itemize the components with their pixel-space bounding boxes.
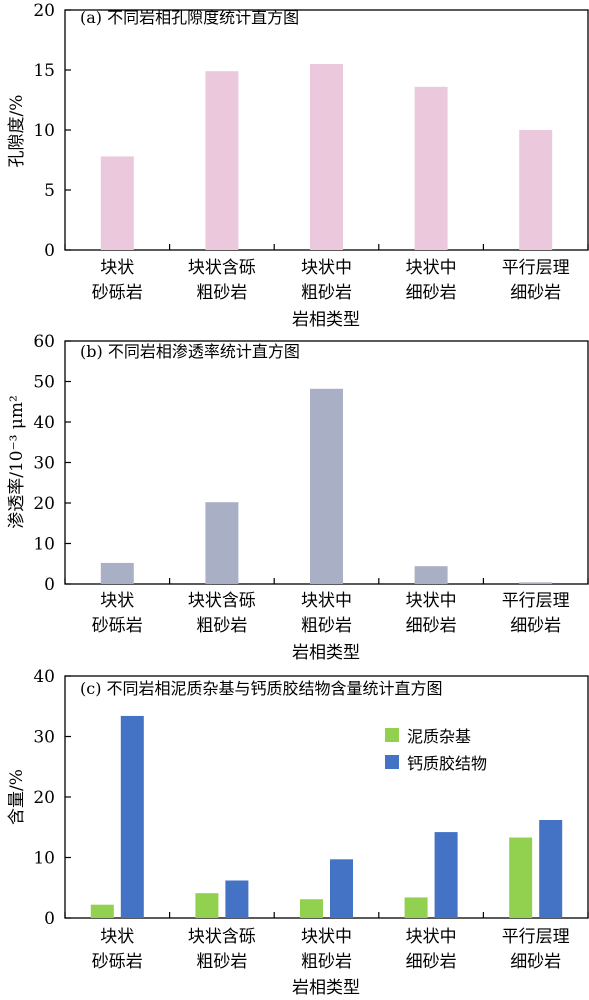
panel-b-bar bbox=[310, 388, 343, 584]
panel-c-bar-series1 bbox=[90, 904, 114, 918]
panel-c-category-label-line1: 平行层理 bbox=[502, 927, 570, 947]
panel-b-category-label-line1: 块状 bbox=[100, 591, 134, 611]
panel-b-ytick-label: 10 bbox=[33, 535, 55, 555]
panel-c-category-label-line2: 细砂岩 bbox=[510, 952, 561, 972]
panel-b-category-label-line2: 砂砾岩 bbox=[92, 616, 143, 636]
panel-c-ylabel: 含量/% bbox=[7, 769, 27, 825]
panel-c-xlabel: 岩相类型 bbox=[292, 978, 360, 998]
panel-c-category-label-line1: 块状中 bbox=[301, 927, 352, 947]
panel-a-ytick-label: 15 bbox=[33, 61, 55, 81]
panel-b-bar bbox=[100, 562, 134, 584]
panel-b-ylabel: 渗透率/10⁻³ μm² bbox=[7, 395, 27, 529]
panel-c-category-label-line1: 块状中 bbox=[406, 927, 457, 947]
panel-b-ytick-label: 30 bbox=[33, 454, 55, 474]
legend-label-1: 泥质杂基 bbox=[407, 727, 471, 746]
panel-c-bar-series1 bbox=[509, 837, 533, 918]
panel-a-title: (a) 不同岩相孔隙度统计直方图 bbox=[80, 8, 299, 27]
panel-c-category-label-line2: 细砂岩 bbox=[406, 952, 457, 972]
panel-a-bar bbox=[414, 86, 448, 250]
panel-b-xlabel: 岩相类型 bbox=[292, 643, 360, 663]
panel-b-ytick-label: 20 bbox=[33, 494, 55, 514]
panel-a-category-label-line2: 细砂岩 bbox=[406, 283, 457, 303]
panel-a-bar bbox=[205, 71, 239, 250]
panel-b-ytick-label: 50 bbox=[33, 373, 55, 393]
panel-c-ytick-label: 30 bbox=[33, 728, 55, 748]
panel-a-category-label-line1: 块状含砾 bbox=[188, 258, 256, 278]
panel-b-category-label-line1: 平行层理 bbox=[502, 591, 570, 611]
panel-c-ytick-label: 0 bbox=[44, 909, 55, 929]
panel-a-ytick-label: 0 bbox=[44, 241, 55, 261]
panel-c-bar-series2 bbox=[120, 715, 144, 918]
panel-a-category-label-line1: 块状中 bbox=[406, 258, 457, 278]
panel-c-title: (c) 不同岩相泥质杂基与钙质胶结物含量统计直方图 bbox=[80, 679, 443, 698]
panel-b-title: (b) 不同岩相渗透率统计直方图 bbox=[80, 342, 300, 361]
panel-a-category-label-line2: 粗砂岩 bbox=[196, 283, 247, 303]
panel-a-category-label-line1: 块状中 bbox=[301, 258, 352, 278]
panel-a-category-label-line1: 块状 bbox=[100, 258, 134, 278]
panel-c-bar-series2 bbox=[434, 832, 458, 918]
panel-a-ytick-label: 10 bbox=[33, 121, 55, 141]
panel-c-category-label-line2: 粗砂岩 bbox=[196, 952, 247, 972]
panel-b-ytick-label: 60 bbox=[33, 332, 55, 352]
panel-c-category-label-line2: 粗砂岩 bbox=[301, 952, 352, 972]
panel-b-bar bbox=[205, 502, 239, 584]
legend-label-2: 钙质胶结物 bbox=[407, 754, 487, 773]
panel-b-category-label-line1: 块状含砾 bbox=[188, 591, 256, 611]
legend-swatch-2 bbox=[385, 755, 399, 769]
panel-b-ytick-label: 40 bbox=[33, 413, 55, 433]
panel-b-category-label-line1: 块状中 bbox=[406, 591, 457, 611]
panel-c-category-label-line2: 砂砾岩 bbox=[92, 952, 143, 972]
panel-c-category-label-line1: 块状 bbox=[100, 927, 134, 947]
panel-c-bar-series1 bbox=[195, 893, 219, 918]
panel-c-ytick-label: 10 bbox=[33, 849, 55, 869]
panel-c-bar-series1 bbox=[404, 897, 428, 918]
panel-c-bar-series1 bbox=[300, 899, 323, 918]
panel-c-category-label-line1: 块状含砾 bbox=[188, 927, 256, 947]
panel-a-category-label-line2: 细砂岩 bbox=[510, 283, 561, 303]
panel-c-bar-series2 bbox=[225, 880, 249, 918]
panel-a-ytick-label: 5 bbox=[44, 181, 55, 201]
panel-b-ytick-label: 0 bbox=[44, 575, 55, 595]
panel-a-bar bbox=[310, 64, 343, 250]
panel-a: (a) 不同岩相孔隙度统计直方图 孔隙度/% 岩相类型 0 5 10 15 20 块状砂砾… bbox=[7, 1, 589, 330]
legend-swatch-1 bbox=[385, 728, 399, 742]
panel-b-category-label-line1: 块状中 bbox=[301, 591, 352, 611]
panel-c-bar-series2 bbox=[539, 819, 563, 918]
panel-a-category-label-line2: 砂砾岩 bbox=[92, 283, 143, 303]
panel-b-category-label-line2: 粗砂岩 bbox=[301, 616, 352, 636]
panel-b-bar bbox=[414, 566, 448, 584]
panel-a-ytick-label: 20 bbox=[33, 1, 55, 21]
panel-b-category-label-line2: 细砂岩 bbox=[510, 616, 561, 636]
panel-a-bar bbox=[100, 156, 134, 250]
panel-c-bar-series2 bbox=[330, 859, 353, 918]
panel-b-bar bbox=[519, 582, 553, 584]
panel-c: (c) 不同岩相泥质杂基与钙质胶结物含量统计直方图 含量/% 岩相类型 0 10 2… bbox=[7, 667, 589, 998]
panel-a-category-label-line2: 粗砂岩 bbox=[301, 283, 352, 303]
panel-a-bar bbox=[519, 130, 553, 250]
panel-c-ytick-label: 40 bbox=[33, 667, 55, 687]
panel-b-category-label-line2: 粗砂岩 bbox=[196, 616, 247, 636]
panel-b-category-label-line2: 细砂岩 bbox=[406, 616, 457, 636]
panel-a-ylabel: 孔隙度/% bbox=[7, 95, 27, 168]
panel-a-xlabel: 岩相类型 bbox=[292, 310, 360, 330]
panel-a-category-label-line1: 平行层理 bbox=[502, 258, 570, 278]
panel-c-ytick-label: 20 bbox=[33, 788, 55, 808]
panel-b: (b) 不同岩相渗透率统计直方图 渗透率/10⁻³ μm² 岩相类型 0 10 20… bbox=[7, 332, 589, 663]
